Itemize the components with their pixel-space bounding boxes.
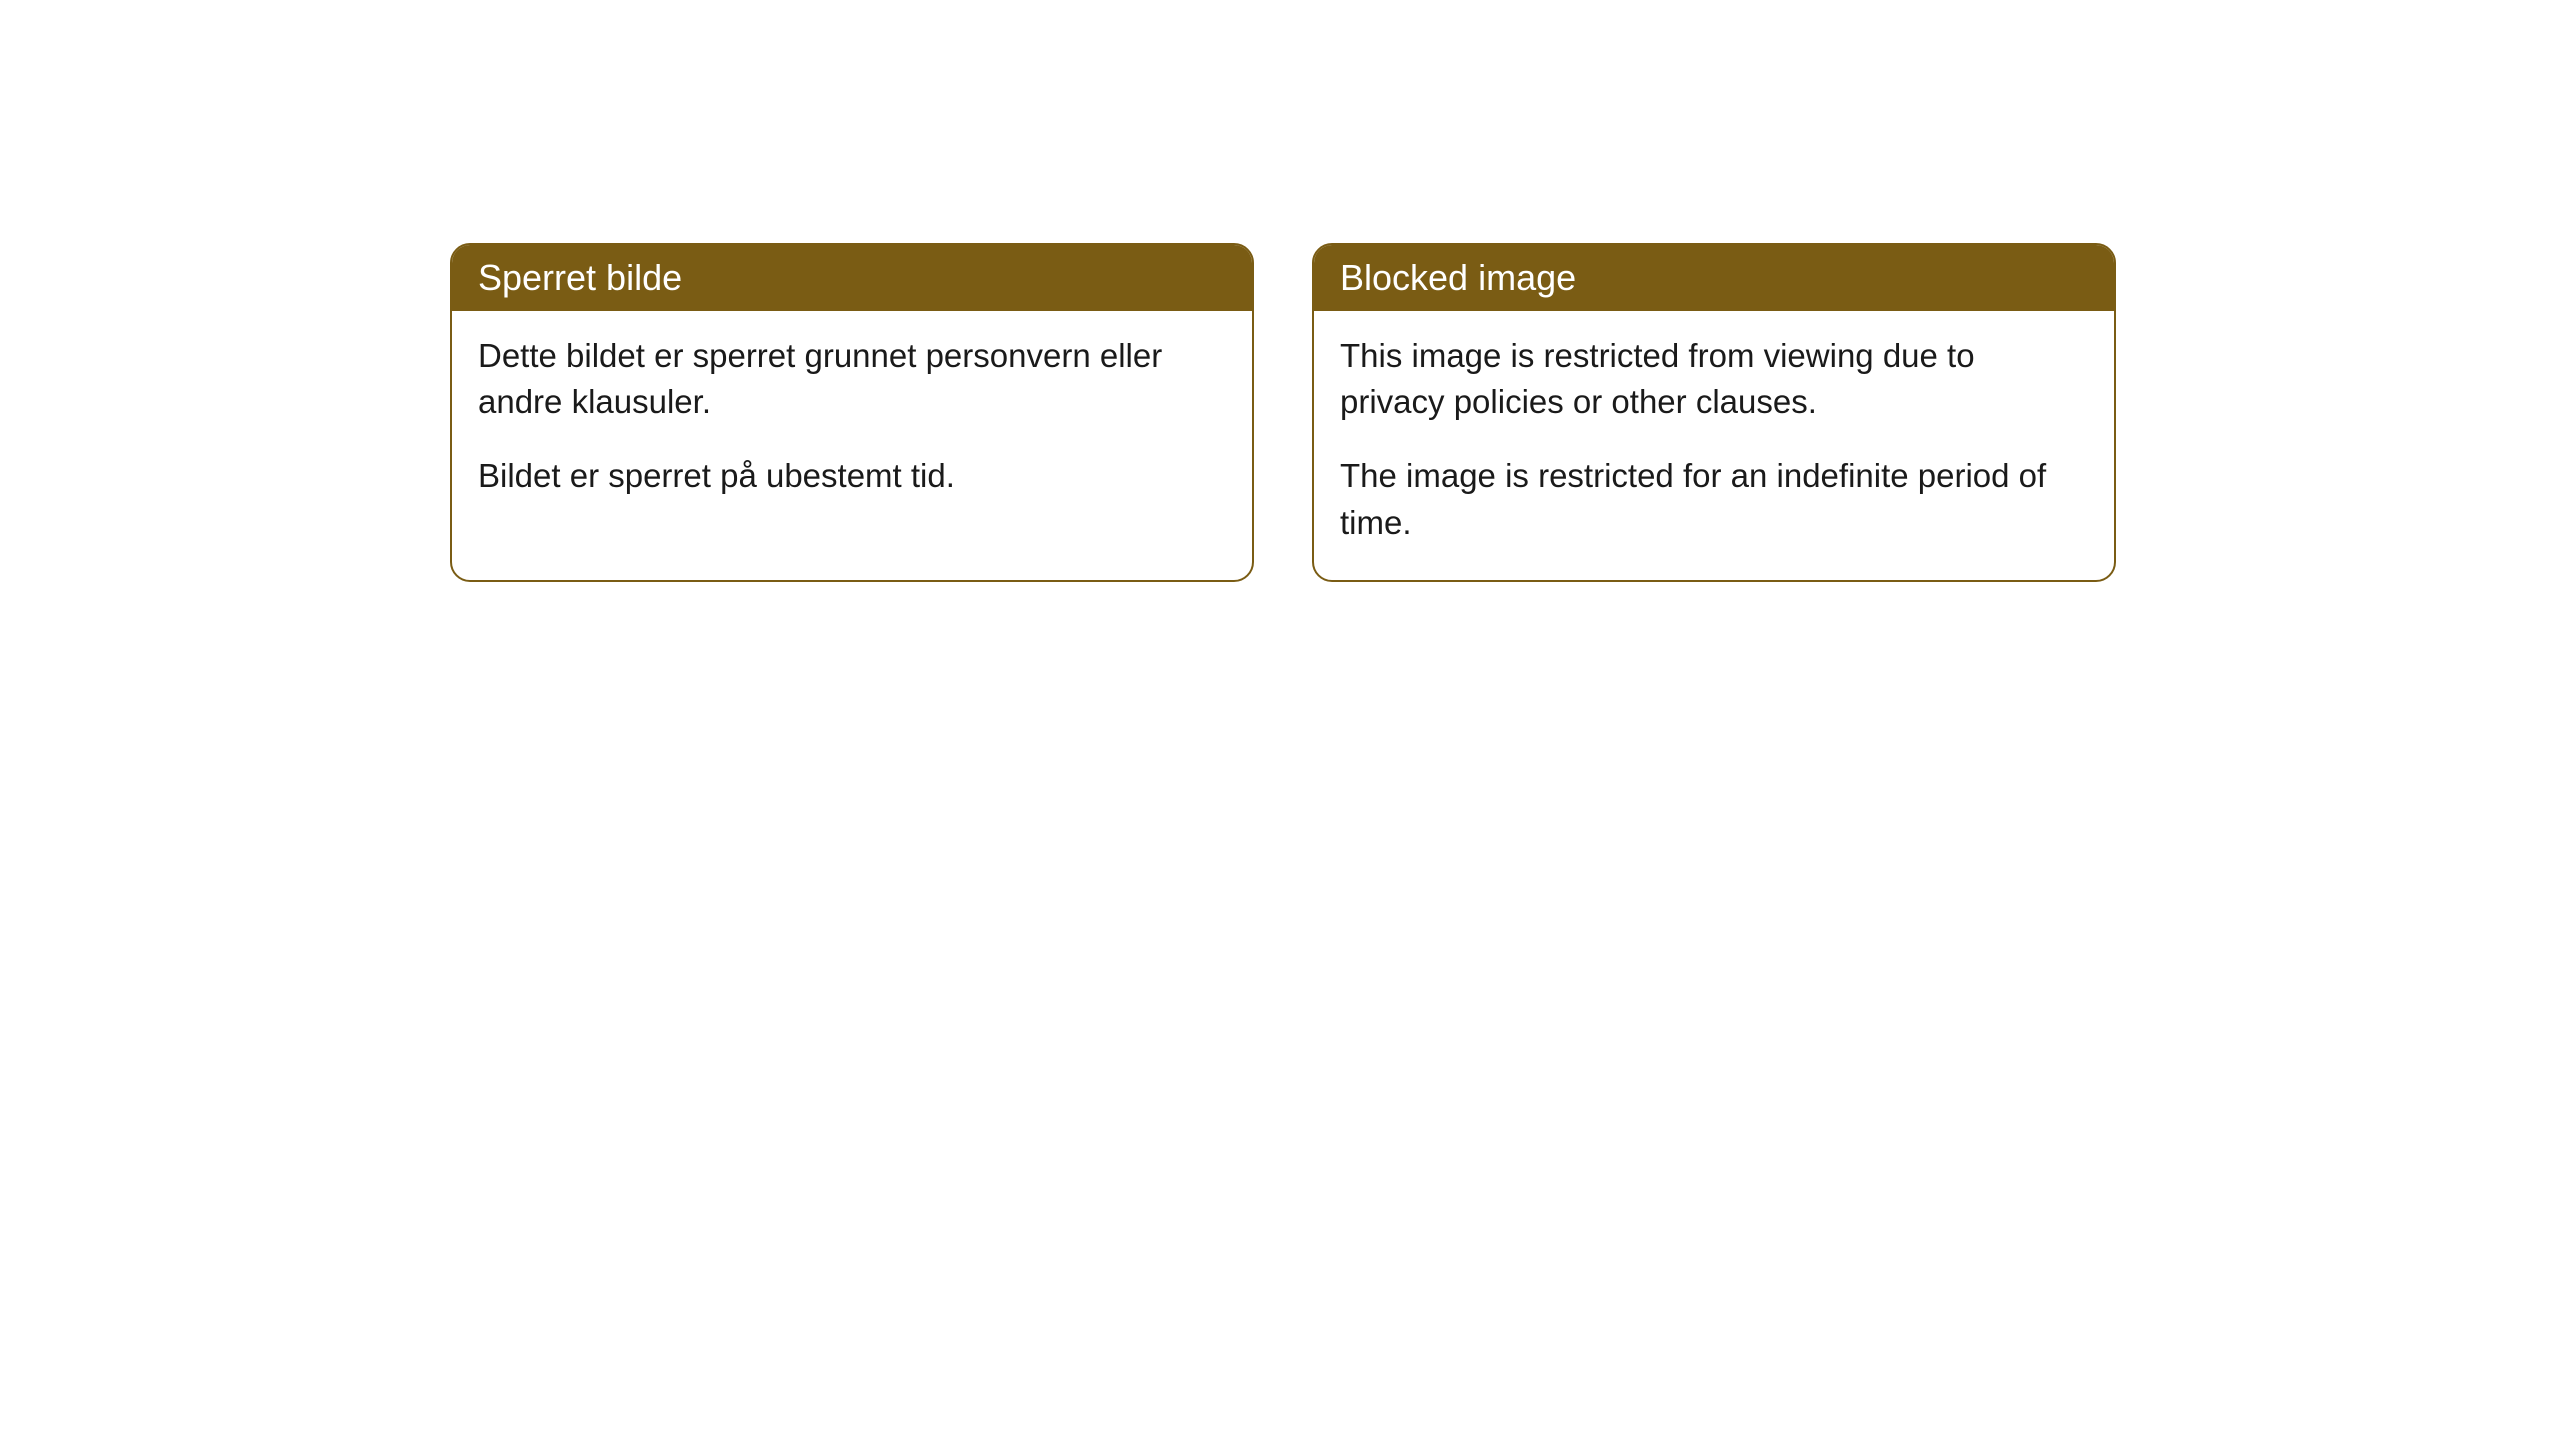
notice-paragraph-1-english: This image is restricted from viewing du… <box>1340 333 2088 425</box>
notice-card-norwegian: Sperret bilde Dette bildet er sperret gr… <box>450 243 1254 582</box>
notice-paragraph-2-norwegian: Bildet er sperret på ubestemt tid. <box>478 453 1226 499</box>
notice-container: Sperret bilde Dette bildet er sperret gr… <box>450 243 2116 582</box>
notice-header-english: Blocked image <box>1314 245 2114 311</box>
notice-paragraph-1-norwegian: Dette bildet er sperret grunnet personve… <box>478 333 1226 425</box>
notice-body-norwegian: Dette bildet er sperret grunnet personve… <box>452 311 1252 534</box>
notice-body-english: This image is restricted from viewing du… <box>1314 311 2114 580</box>
notice-title-norwegian: Sperret bilde <box>478 257 682 298</box>
notice-paragraph-2-english: The image is restricted for an indefinit… <box>1340 453 2088 545</box>
notice-title-english: Blocked image <box>1340 257 1576 298</box>
notice-header-norwegian: Sperret bilde <box>452 245 1252 311</box>
notice-card-english: Blocked image This image is restricted f… <box>1312 243 2116 582</box>
